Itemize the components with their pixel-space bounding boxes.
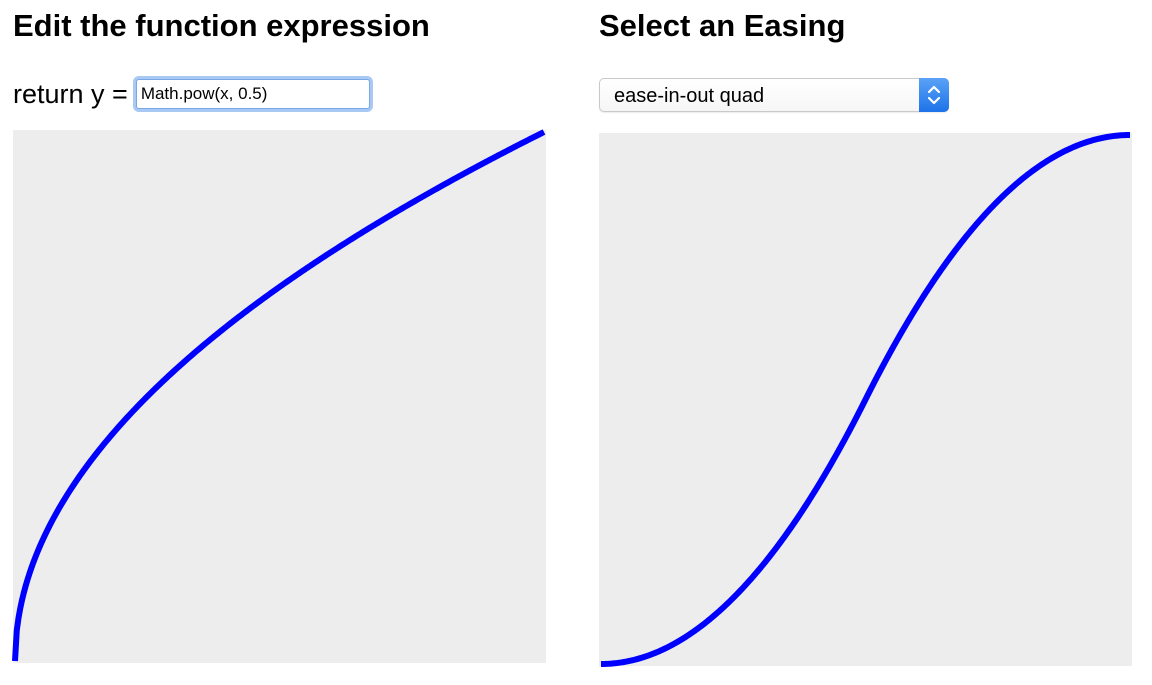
easing-heading: Select an Easing: [599, 8, 846, 43]
function-plot: [12, 129, 546, 663]
easing-plot-svg: [599, 132, 1132, 667]
select-stepper-icon: [919, 78, 949, 112]
expression-prefix-label: return y =: [13, 78, 128, 109]
function-editor-heading: Edit the function expression: [13, 8, 430, 43]
function-plot-svg: [12, 129, 546, 662]
easing-select[interactable]: ease-in-out quad: [599, 78, 949, 112]
expression-input[interactable]: [135, 79, 370, 109]
chevron-up-down-icon: [927, 85, 941, 105]
easing-plot: [599, 132, 1132, 667]
function-curve-line: [12, 129, 546, 662]
expression-row: return y =: [13, 76, 370, 112]
easing-curve-line: [599, 132, 1132, 667]
easing-select-value: ease-in-out quad: [614, 85, 765, 107]
